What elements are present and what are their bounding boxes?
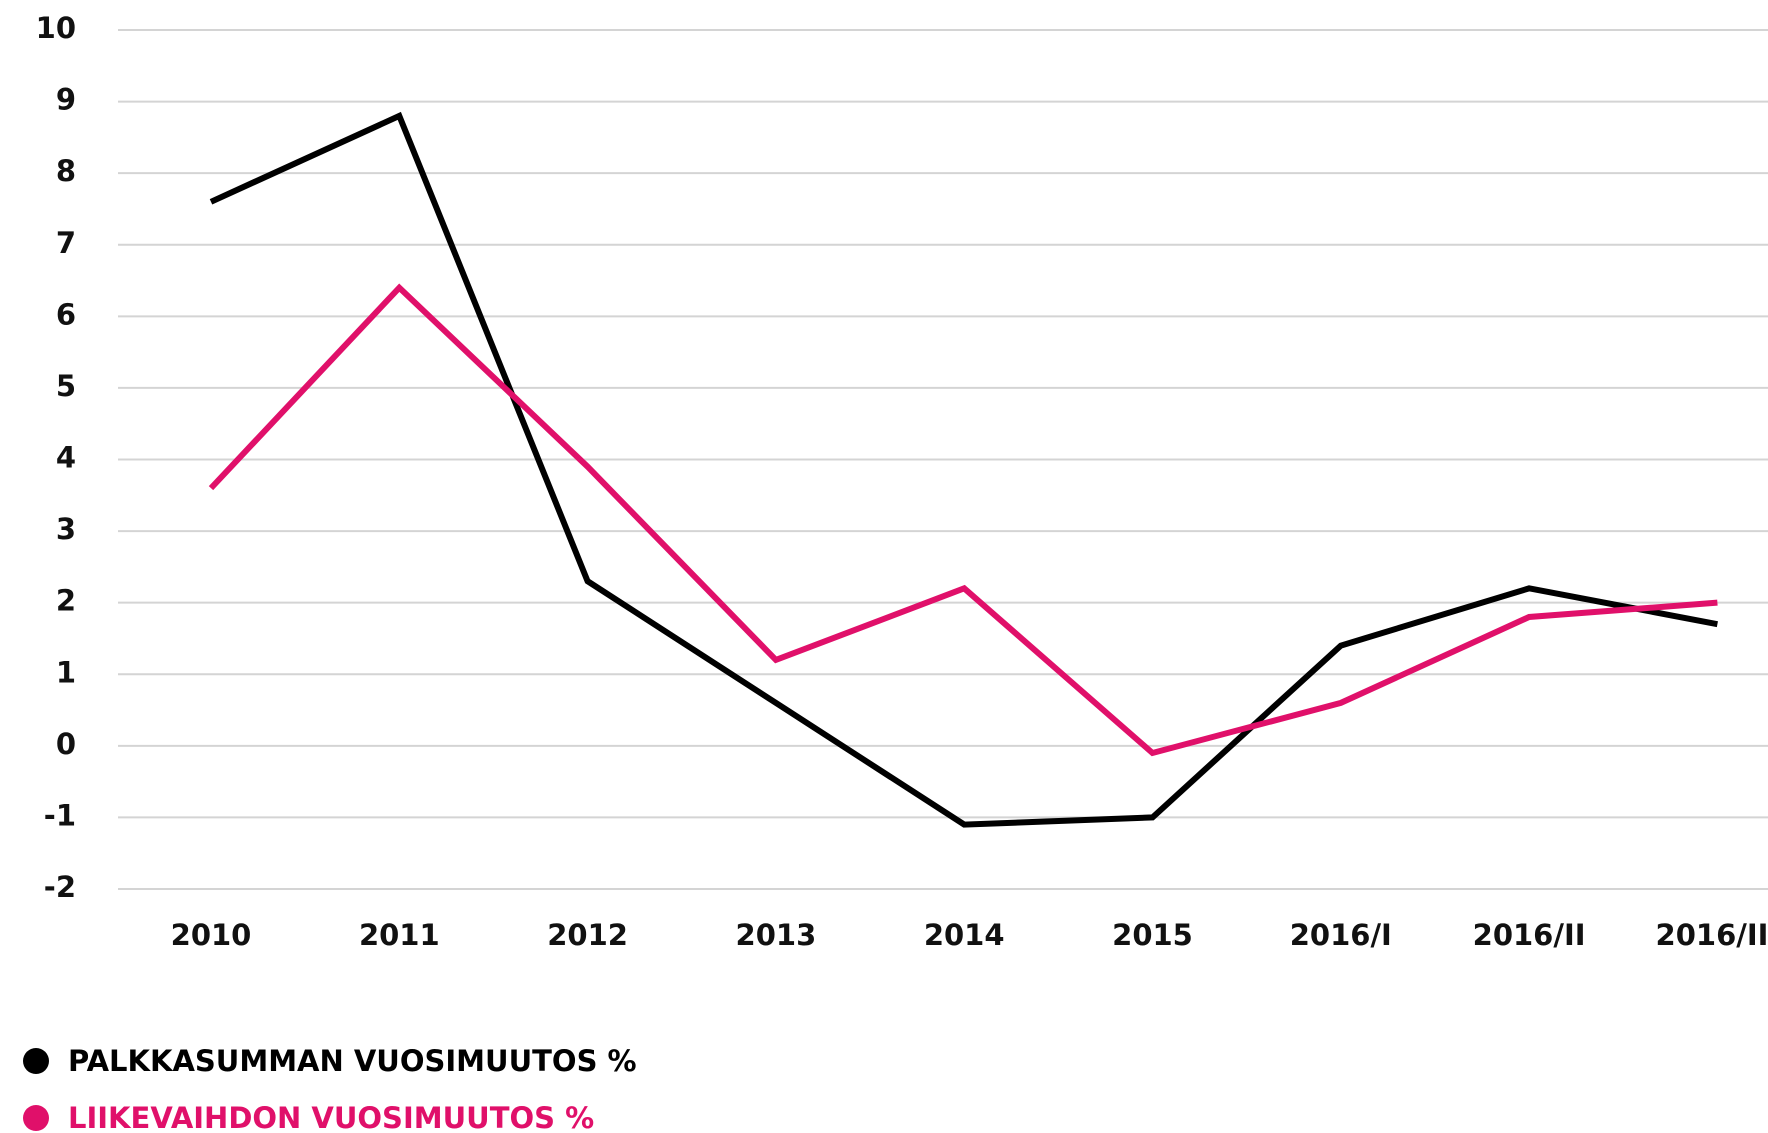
y-tick-label: 7	[56, 226, 76, 260]
y-tick-label: 9	[56, 83, 76, 117]
legend-label: PALKKASUMMAN VUOSIMUUTOS %	[68, 1044, 637, 1078]
x-tick-label: 2013	[736, 918, 817, 952]
line	[208, 283, 1718, 757]
x-tick-label: 2016/II	[1473, 918, 1586, 952]
legend-label: LIIKEVAIHDON VUOSIMUUTOS %	[68, 1101, 594, 1133]
y-tick-label: 2	[56, 584, 76, 618]
y-tick-label: -1	[44, 798, 76, 832]
y-tick-label: 8	[56, 154, 76, 188]
x-tick-label: 2015	[1112, 918, 1193, 952]
x-tick-label: 2010	[171, 918, 252, 952]
y-tick-label: 5	[56, 369, 76, 403]
x-tick-label: 2014	[924, 918, 1005, 952]
x-tick-label: 2011	[359, 918, 440, 952]
line	[209, 111, 1718, 828]
legend-marker	[23, 1048, 49, 1074]
x-tick-label: 2016/III	[1656, 918, 1768, 952]
x-tick-label: 2016/I	[1290, 918, 1392, 952]
x-tick-label: 2012	[547, 918, 628, 952]
y-tick-label: 3	[56, 512, 76, 546]
y-tick-label: 4	[56, 441, 76, 475]
y-tick-label: -2	[44, 870, 76, 904]
y-tick-label: 10	[36, 11, 76, 45]
y-tick-label: 0	[56, 727, 76, 761]
y-tick-label: 6	[56, 297, 76, 331]
legend-marker	[23, 1105, 49, 1131]
y-tick-label: 1	[56, 655, 76, 689]
